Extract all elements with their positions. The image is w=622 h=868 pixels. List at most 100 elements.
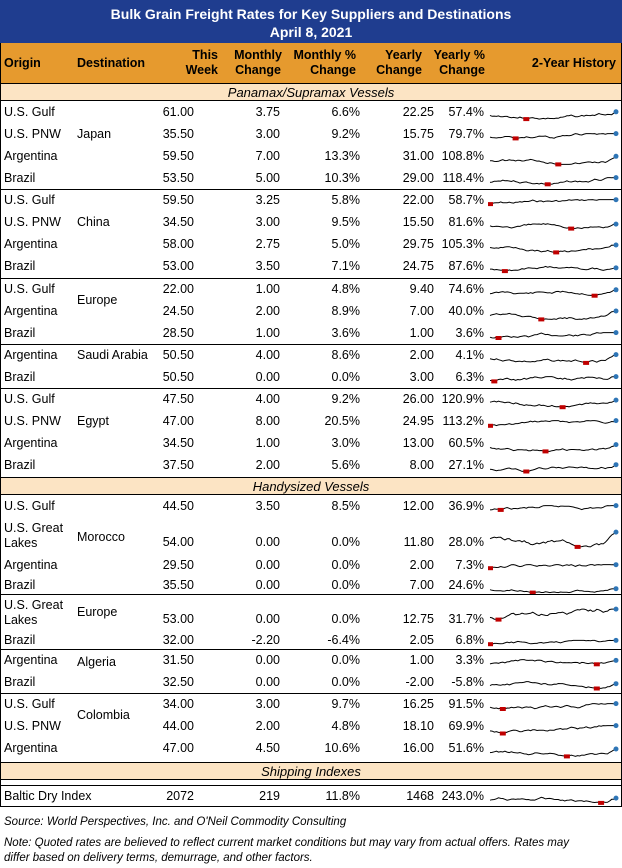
yearly-change-cell: 9.40	[409, 281, 434, 296]
monthly-pct-cell: 0.0%	[331, 612, 361, 626]
this-week-cell: 31.50	[162, 652, 194, 667]
sparkline-low-marker	[544, 182, 551, 187]
sparkline-path	[489, 608, 616, 621]
yearly-change-cell: 18.10	[402, 718, 434, 733]
this-week-cell: 24.50	[162, 303, 194, 318]
table-row: U.S. PNW 47.00 8.00 20.5% 24.95 113.2%	[0, 410, 622, 432]
yearly-pct-cell: 81.6%	[448, 214, 484, 229]
footer-note-2: differ based on delivery terms, demurrag…	[4, 852, 313, 864]
sparkline-low-marker	[523, 117, 530, 122]
this-week-cell: 34.00	[162, 696, 194, 711]
sparkline-low-marker	[593, 662, 600, 667]
this-week-cell: 35.50	[162, 577, 194, 592]
sparkline-high-marker	[613, 242, 619, 248]
header-history: 2-Year History	[531, 56, 616, 70]
history-sparkline	[488, 300, 620, 322]
history-sparkline	[488, 189, 620, 211]
monthly-change-cell: 0.00	[255, 577, 280, 592]
monthly-pct-cell: 9.5%	[331, 214, 361, 229]
table-row: Argentina 34.50 1.00 3.0% 13.00 60.5%	[0, 432, 622, 454]
yearly-pct-cell: 6.3%	[455, 369, 485, 384]
sparkline-low-marker	[501, 269, 508, 274]
sparkline-path	[489, 639, 616, 645]
sparkline-low-marker	[512, 136, 519, 141]
group-divider	[0, 388, 622, 389]
history-sparkline	[488, 211, 620, 233]
yearly-change-cell: -2.00	[405, 674, 435, 689]
table-row: Argentina 59.50 7.00 13.3% 31.00 108.8%	[0, 145, 622, 167]
monthly-change-cell: 4.00	[255, 347, 280, 362]
sparkline-high-marker	[613, 586, 619, 592]
table-row: Brazil 35.50 0.00 0.0% 7.00 24.6%	[0, 576, 622, 594]
table-row: U.S. Gulf 22.00 1.00 4.8% 9.40 74.6%	[0, 278, 622, 300]
origin-cell: U.S. Great	[4, 521, 64, 535]
sparkline-low-marker	[598, 800, 605, 805]
monthly-pct-cell: 5.0%	[331, 236, 361, 251]
history-sparkline	[488, 554, 620, 576]
this-week-cell: 22.00	[162, 281, 194, 296]
monthly-pct-cell: 8.6%	[331, 347, 361, 362]
sparkline-path	[489, 564, 617, 569]
monthly-pct-cell: 5.6%	[331, 457, 361, 472]
table-row: Argentina 31.50 0.00 0.0% 1.00 3.3%	[0, 649, 622, 671]
monthly-change-cell: 2.00	[255, 303, 280, 318]
monthly-change-cell: 5.00	[255, 170, 280, 185]
monthly-change-cell: 4.00	[255, 391, 280, 406]
sparkline-high-marker	[613, 795, 619, 801]
monthly-change-cell: 4.50	[255, 740, 280, 755]
sparkline-path	[489, 531, 617, 548]
sparkline-low-marker	[568, 226, 575, 231]
monthly-change-cell: 0.00	[255, 557, 280, 572]
sparkline-low-marker	[591, 293, 598, 298]
footer-note: Note: Quoted rates are believed to refle…	[4, 837, 570, 849]
sparkline-path	[489, 444, 617, 452]
yearly-change-cell: 2.05	[409, 632, 434, 647]
sparkline-path	[489, 223, 616, 230]
this-week-cell: 58.00	[162, 236, 194, 251]
origin-cell: U.S. Gulf	[4, 104, 55, 119]
sparkline-path	[490, 265, 617, 272]
sparkline-path	[489, 796, 617, 804]
sparkline-path	[489, 703, 617, 710]
yearly-change-cell: 12.00	[402, 498, 434, 513]
origin-cell: Brazil	[4, 325, 36, 340]
monthly-pct-cell: 10.6%	[324, 740, 360, 755]
monthly-pct-cell: 0.0%	[331, 535, 361, 549]
sparkline-path	[489, 354, 617, 364]
monthly-change-cell: 0.00	[255, 674, 280, 689]
section-indexes: Shipping Indexes	[0, 762, 622, 780]
table-row: U.S. PNW 44.00 2.00 4.8% 18.10 69.9%	[0, 715, 622, 737]
this-week-cell: 53.00	[162, 258, 194, 273]
table-row: U.S. Gulf 47.50 4.00 9.2% 26.00 120.9%	[0, 388, 622, 410]
yearly-pct-cell: 74.6%	[448, 281, 484, 296]
sparkline-high-marker	[613, 701, 619, 707]
yearly-pct-cell: 69.9%	[448, 718, 484, 733]
monthly-pct-cell: 7.1%	[331, 258, 361, 273]
group-divider	[0, 693, 622, 694]
sparkline-low-marker	[529, 590, 536, 594]
table-row: Argentina 29.50 0.00 0.0% 2.00 7.3%	[0, 554, 622, 576]
origin-cell: U.S. PNW	[4, 126, 61, 141]
yearly-pct-cell: 36.9%	[448, 498, 484, 513]
sparkline-low-marker	[491, 379, 498, 384]
origin-cell: U.S. Gulf	[4, 696, 55, 711]
this-week-cell: 34.50	[162, 214, 194, 229]
this-week-cell: 47.50	[162, 391, 194, 406]
yearly-change-cell: 1468	[406, 788, 434, 803]
sparkline-high-marker	[613, 308, 619, 314]
this-week-cell: 44.50	[162, 498, 194, 513]
sparkline-high-marker	[613, 529, 619, 535]
table-row: Brazil 53.00 3.50 7.1% 24.75 87.6%	[0, 255, 622, 277]
monthly-pct-cell: 9.2%	[331, 126, 361, 141]
this-week-cell: 50.50	[162, 369, 194, 384]
yearly-pct-cell: 28.0%	[448, 535, 484, 549]
sparkline-path	[489, 588, 616, 594]
table-row: Brazil 32.50 0.00 0.0% -2.00 -5.8%	[0, 671, 622, 693]
sparkline-high-marker	[613, 109, 619, 115]
monthly-pct-cell: 3.0%	[331, 435, 361, 450]
yearly-pct-cell: 108.8%	[441, 148, 484, 163]
sparkline-low-marker	[497, 507, 504, 512]
monthly-pct-cell: -6.4%	[327, 632, 360, 647]
yearly-pct-cell: 58.7%	[448, 192, 484, 207]
sparkline-path	[489, 244, 617, 253]
